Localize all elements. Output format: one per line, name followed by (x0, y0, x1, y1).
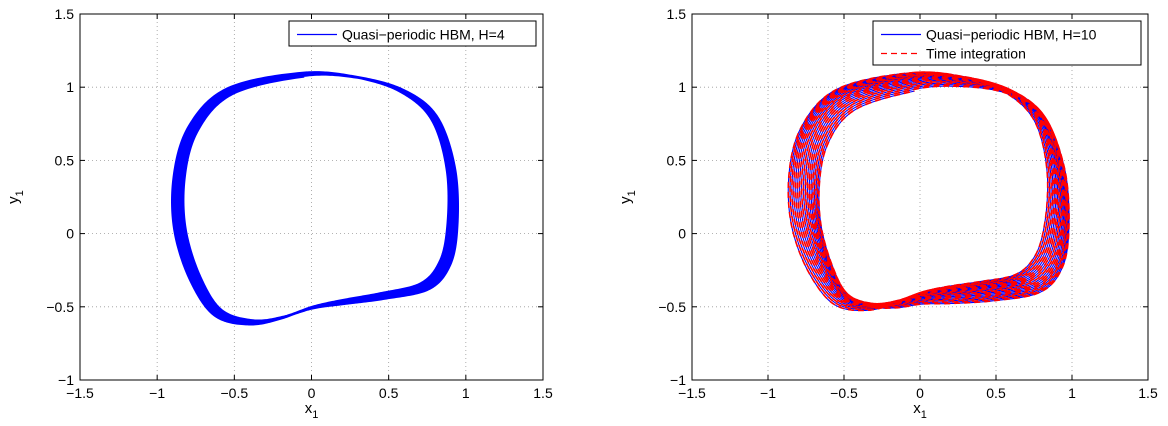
y-tick-label: 1 (66, 79, 74, 95)
series-line-1 (171, 71, 460, 326)
y-tick-label: −1 (670, 372, 686, 388)
y-tick-label: −0.5 (658, 299, 686, 315)
x-tick-label: −1 (149, 385, 165, 401)
series-line-2 (787, 71, 1070, 312)
legend-label: Quasi−periodic HBM, H=10 (926, 27, 1097, 43)
chart-panel-left: −1.5 −1 −0.5 0 0.5 1 1.5−1−0.500.511.5x1y1Quas… (5, 6, 553, 421)
x-tick-label: −1.5 (678, 385, 706, 401)
x-tick-label: −0.5 (221, 385, 249, 401)
y-axis-label: y1 (617, 190, 638, 204)
x-tick-label: 0.5 (379, 385, 399, 401)
data-layer (171, 71, 460, 326)
x-tick-label: 1 (462, 385, 470, 401)
x-tick-label: 0 (916, 385, 924, 401)
chart-panel-right: −1.5 −1 −0.5 0 0.5 1 1.5−1−0.500.511.5x1y1Quas… (617, 6, 1158, 421)
legend-box (872, 20, 1142, 66)
y-axis-label: y1 (5, 190, 26, 204)
x-tick-label: 1.5 (533, 385, 553, 401)
y-tick-label: 1.5 (55, 6, 75, 22)
legend-box (288, 20, 537, 47)
y-tick-label: −1 (58, 372, 74, 388)
x-axis-label: x1 (305, 400, 319, 421)
legend-label: Quasi−periodic HBM, H=4 (342, 27, 505, 43)
x-tick-label: −1 (760, 385, 776, 401)
x-tick-label: 0.5 (986, 385, 1006, 401)
x-tick-label: 0 (308, 385, 316, 401)
y-tick-label: 0 (678, 226, 686, 242)
data-layer (787, 71, 1070, 312)
y-tick-label: 0 (66, 226, 74, 242)
legend-label: Time integration (926, 46, 1026, 62)
plot-area (692, 14, 1148, 380)
y-tick-label: −0.5 (46, 299, 74, 315)
y-tick-label: 0.5 (667, 152, 687, 168)
y-tick-label: 0.5 (55, 152, 75, 168)
legend: Quasi−periodic HBM, H=10 Time integration (872, 20, 1142, 66)
y-tick-label: 1.5 (667, 6, 687, 22)
legend: Quasi−periodic HBM, H=4 (288, 20, 537, 47)
y-tick-label: 1 (678, 79, 686, 95)
x-tick-label: 1 (1068, 385, 1076, 401)
plot-area (80, 14, 543, 380)
x-tick-label: 1.5 (1138, 385, 1158, 401)
x-axis-label: x1 (913, 400, 927, 421)
x-tick-label: −0.5 (830, 385, 858, 401)
x-tick-label: −1.5 (66, 385, 94, 401)
